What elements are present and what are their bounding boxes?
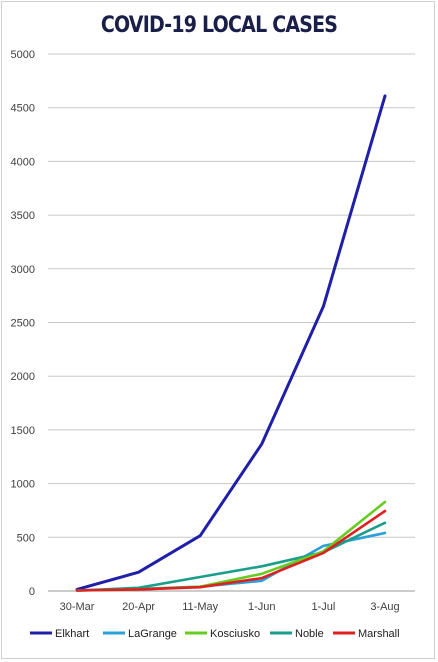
y-tick-label: 4000 — [11, 156, 35, 168]
x-tick-label: 3-Aug — [370, 601, 399, 613]
y-tick-label: 2000 — [11, 371, 35, 383]
x-tick-label: 1-Jul — [311, 601, 335, 613]
y-tick-label: 3000 — [11, 264, 35, 276]
y-tick-label: 1000 — [11, 479, 35, 491]
series-line-marshall — [75, 509, 387, 592]
axes: 0 500 1000 1500 2000 2500 3000 3500 4000 4500 5000… — [11, 49, 400, 613]
legend-label: LaGrange — [128, 628, 177, 640]
y-tick-label: 4500 — [11, 103, 35, 115]
x-tick-label: 1-Jun — [248, 601, 276, 613]
series-lines — [75, 94, 387, 592]
y-tick-label: 500 — [17, 532, 35, 544]
x-tick-label: 20-Apr — [122, 601, 155, 613]
legend-label: Noble — [295, 628, 324, 640]
y-tick-label: 1500 — [11, 425, 35, 437]
x-tick-label: 30-Mar — [60, 601, 95, 613]
y-tick-label: 0 — [29, 586, 35, 598]
chart-title: COVID-19 LOCAL CASES — [100, 12, 338, 38]
y-tick-label: 5000 — [11, 49, 35, 61]
gridlines — [48, 53, 415, 592]
y-tick-label: 2500 — [11, 318, 35, 330]
legend-label: Elkhart — [55, 628, 89, 640]
legend-label: Marshall — [358, 628, 400, 640]
series-line-elkhart — [75, 94, 387, 591]
legend: Elkhart LaGrange Kosciusko Noble Marshall — [30, 628, 400, 640]
x-tick-label: 11-May — [182, 601, 218, 613]
y-tick-label: 3500 — [11, 210, 35, 222]
legend-label: Kosciusko — [210, 628, 260, 640]
